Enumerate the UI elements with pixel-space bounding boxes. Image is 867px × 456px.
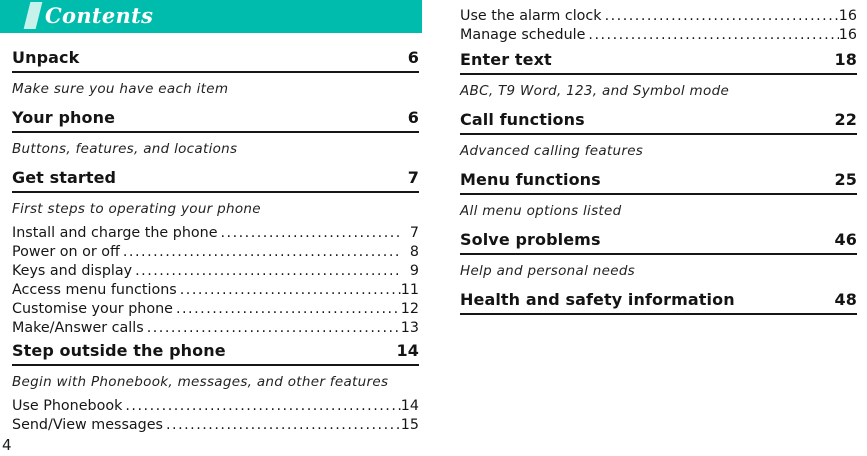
toc-entry[interactable]: Access menu functions 11 [12,281,419,300]
slash-decoration-icon [23,2,43,29]
dots-leader [163,416,401,435]
toc-section-heading[interactable]: Enter text 18 [460,51,857,75]
toc-entry-page: 16 [838,8,857,24]
toc-entry-page: 11 [400,282,419,298]
toc-column-right: Use the alarm clock 16 Manage schedule 1… [460,0,857,315]
toc-section-title: Solve problems [460,230,601,249]
toc-section-page: 25 [834,170,857,189]
toc-section-heading[interactable]: Unpack 6 [12,49,419,73]
toc-entry-page: 9 [409,263,419,279]
toc-entry-label: Power on or off [12,244,120,260]
toc-entry-list: Use the alarm clock 16 Manage schedule 1… [460,7,857,45]
toc-entry[interactable]: Customise your phone 12 [12,300,419,319]
toc-section-heading[interactable]: Get started 7 [12,169,419,193]
toc-section-page: 22 [834,110,857,129]
toc-section-subtitle: ABC, T9 Word, 123, and Symbol mode [460,83,730,99]
toc-entry-label: Access menu functions [12,282,177,298]
toc-entry-label: Manage schedule [460,27,586,43]
toc-section-title: Enter text [460,50,552,69]
toc-section-subtitle: Make sure you have each item [12,81,229,97]
toc-entry[interactable]: Use Phonebook 14 [12,397,419,416]
toc-entry-page: 13 [400,320,419,336]
toc-section-title: Step outside the phone [12,341,226,360]
toc-section-step-outside: Step outside the phone 14 Begin with Pho… [12,342,419,435]
toc-entry-page: 15 [400,417,419,433]
toc-entry-label: Customise your phone [12,301,173,317]
toc-entry-page: 12 [400,301,419,317]
dots-leader [173,300,401,319]
toc-column-left: Unpack 6 Make sure you have each item Yo… [12,49,419,435]
toc-section-subtitle: First steps to operating your phone [12,201,261,217]
toc-entry-page: 7 [409,225,419,241]
toc-entry[interactable]: Keys and display 9 [12,262,419,281]
dots-leader [122,397,400,416]
toc-entry[interactable]: Make/Answer calls 13 [12,319,419,338]
toc-section-subtitle: Buttons, features, and locations [12,141,238,157]
page-number: 4 [2,436,12,454]
toc-section-heading[interactable]: Call functions 22 [460,111,857,135]
toc-section-heading[interactable]: Solve problems 46 [460,231,857,255]
dots-leader [132,262,401,281]
toc-section-title: Unpack [12,48,80,67]
toc-section-page: 14 [396,341,419,360]
toc-section-enter-text: Enter text 18 ABC, T9 Word, 123, and Sym… [460,51,857,99]
toc-section-title: Health and safety information [460,290,735,309]
toc-section-subtitle: Help and personal needs [460,263,636,279]
dots-leader [144,319,401,338]
toc-section-page: 48 [834,290,857,309]
toc-entry[interactable]: Use the alarm clock 16 [460,7,857,26]
toc-section-subtitle: Begin with Phonebook, messages, and othe… [12,374,389,390]
toc-entry-label: Send/View messages [12,417,163,433]
toc-entry[interactable]: Manage schedule 16 [460,26,857,45]
toc-section-get-started: Get started 7 First steps to operating y… [12,169,419,338]
toc-section-page: 18 [834,50,857,69]
toc-section-title: Call functions [460,110,585,129]
toc-section-title: Menu functions [460,170,601,189]
toc-section-heading[interactable]: Your phone 6 [12,109,419,133]
toc-section-subtitle: All menu options listed [460,203,622,219]
toc-entry-list: Install and charge the phone 7 Power on … [12,224,419,338]
toc-section-subtitle: Advanced calling features [460,143,644,159]
dots-leader [218,224,402,243]
toc-entry-list: Use Phonebook 14 Send/View messages 15 [12,397,419,435]
toc-section-page: 46 [834,230,857,249]
toc-section-menu-functions: Menu functions 25 All menu options liste… [460,171,857,219]
toc-section-heading[interactable]: Menu functions 25 [460,171,857,195]
toc-section-your-phone: Your phone 6 Buttons, features, and loca… [12,109,419,157]
toc-entry[interactable]: Power on or off 8 [12,243,419,262]
toc-section-call-functions: Call functions 22 Advanced calling featu… [460,111,857,159]
toc-entry-page: 14 [400,398,419,414]
dots-leader [120,243,401,262]
toc-entry-page: 16 [838,27,857,43]
dots-leader [177,281,401,300]
toc-section-page: 6 [407,108,419,127]
toc-entry-label: Keys and display [12,263,133,279]
toc-entry-page: 8 [409,244,419,260]
page-title: Contents [45,3,154,28]
toc-entry-label: Use the alarm clock [460,8,602,24]
contents-header-bar: Contents [0,0,422,33]
toc-entry-label: Use Phonebook [12,398,123,414]
toc-section-title: Your phone [12,108,116,127]
dots-leader [585,26,838,45]
toc-entry-label: Install and charge the phone [12,225,218,241]
toc-section-page: 6 [407,48,419,67]
toc-section-solve-problems: Solve problems 46 Help and personal need… [460,231,857,279]
toc-entry[interactable]: Install and charge the phone 7 [12,224,419,243]
toc-section-health-safety: Health and safety information 48 [460,291,857,315]
toc-section-unpack: Unpack 6 Make sure you have each item [12,49,419,97]
toc-entry[interactable]: Send/View messages 15 [12,416,419,435]
dots-leader [602,7,839,26]
toc-section-title: Get started [12,168,117,187]
toc-section-heading[interactable]: Step outside the phone 14 [12,342,419,366]
toc-entry-label: Make/Answer calls [12,320,144,336]
toc-section-page: 7 [407,168,419,187]
toc-section-heading[interactable]: Health and safety information 48 [460,291,857,315]
